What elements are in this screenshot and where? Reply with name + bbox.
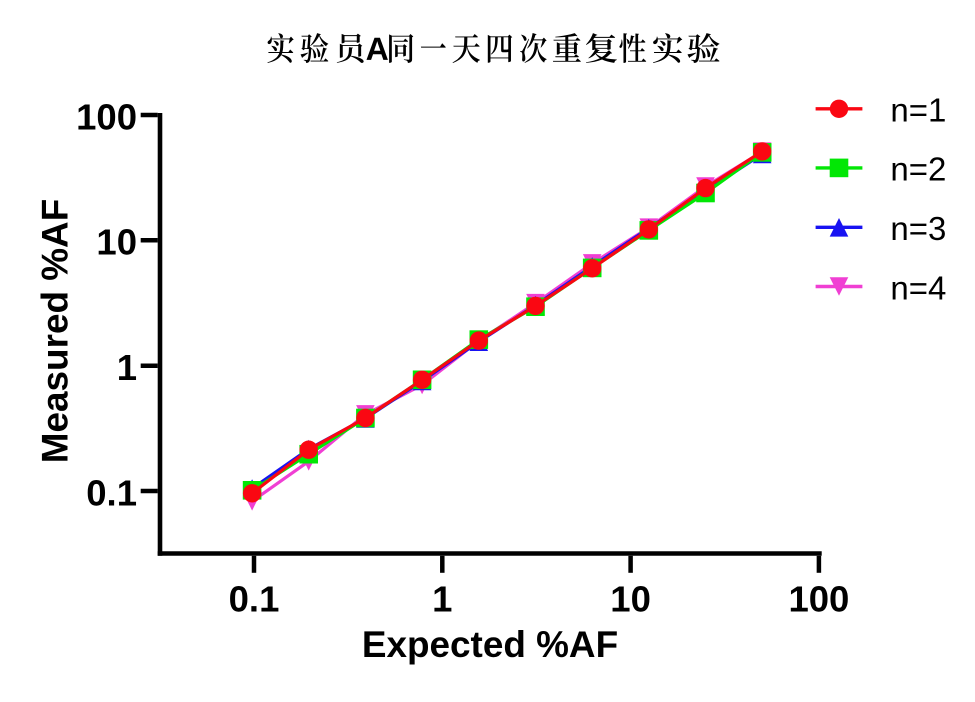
svg-text:n=2: n=2: [890, 151, 946, 188]
svg-text:Measured %AF: Measured %AF: [35, 199, 76, 463]
svg-text:Expected %AF: Expected %AF: [362, 624, 618, 665]
svg-text:n=1: n=1: [890, 92, 946, 129]
svg-text:0.1: 0.1: [86, 472, 137, 513]
svg-text:n=3: n=3: [890, 210, 946, 247]
svg-text:1: 1: [117, 347, 137, 388]
svg-text:n=4: n=4: [890, 269, 946, 306]
svg-text:10: 10: [610, 579, 651, 620]
svg-text:100: 100: [76, 96, 137, 137]
svg-text:10: 10: [96, 222, 137, 263]
svg-text:0.1: 0.1: [229, 579, 280, 620]
svg-text:100: 100: [788, 579, 849, 620]
svg-text:1: 1: [432, 579, 452, 620]
